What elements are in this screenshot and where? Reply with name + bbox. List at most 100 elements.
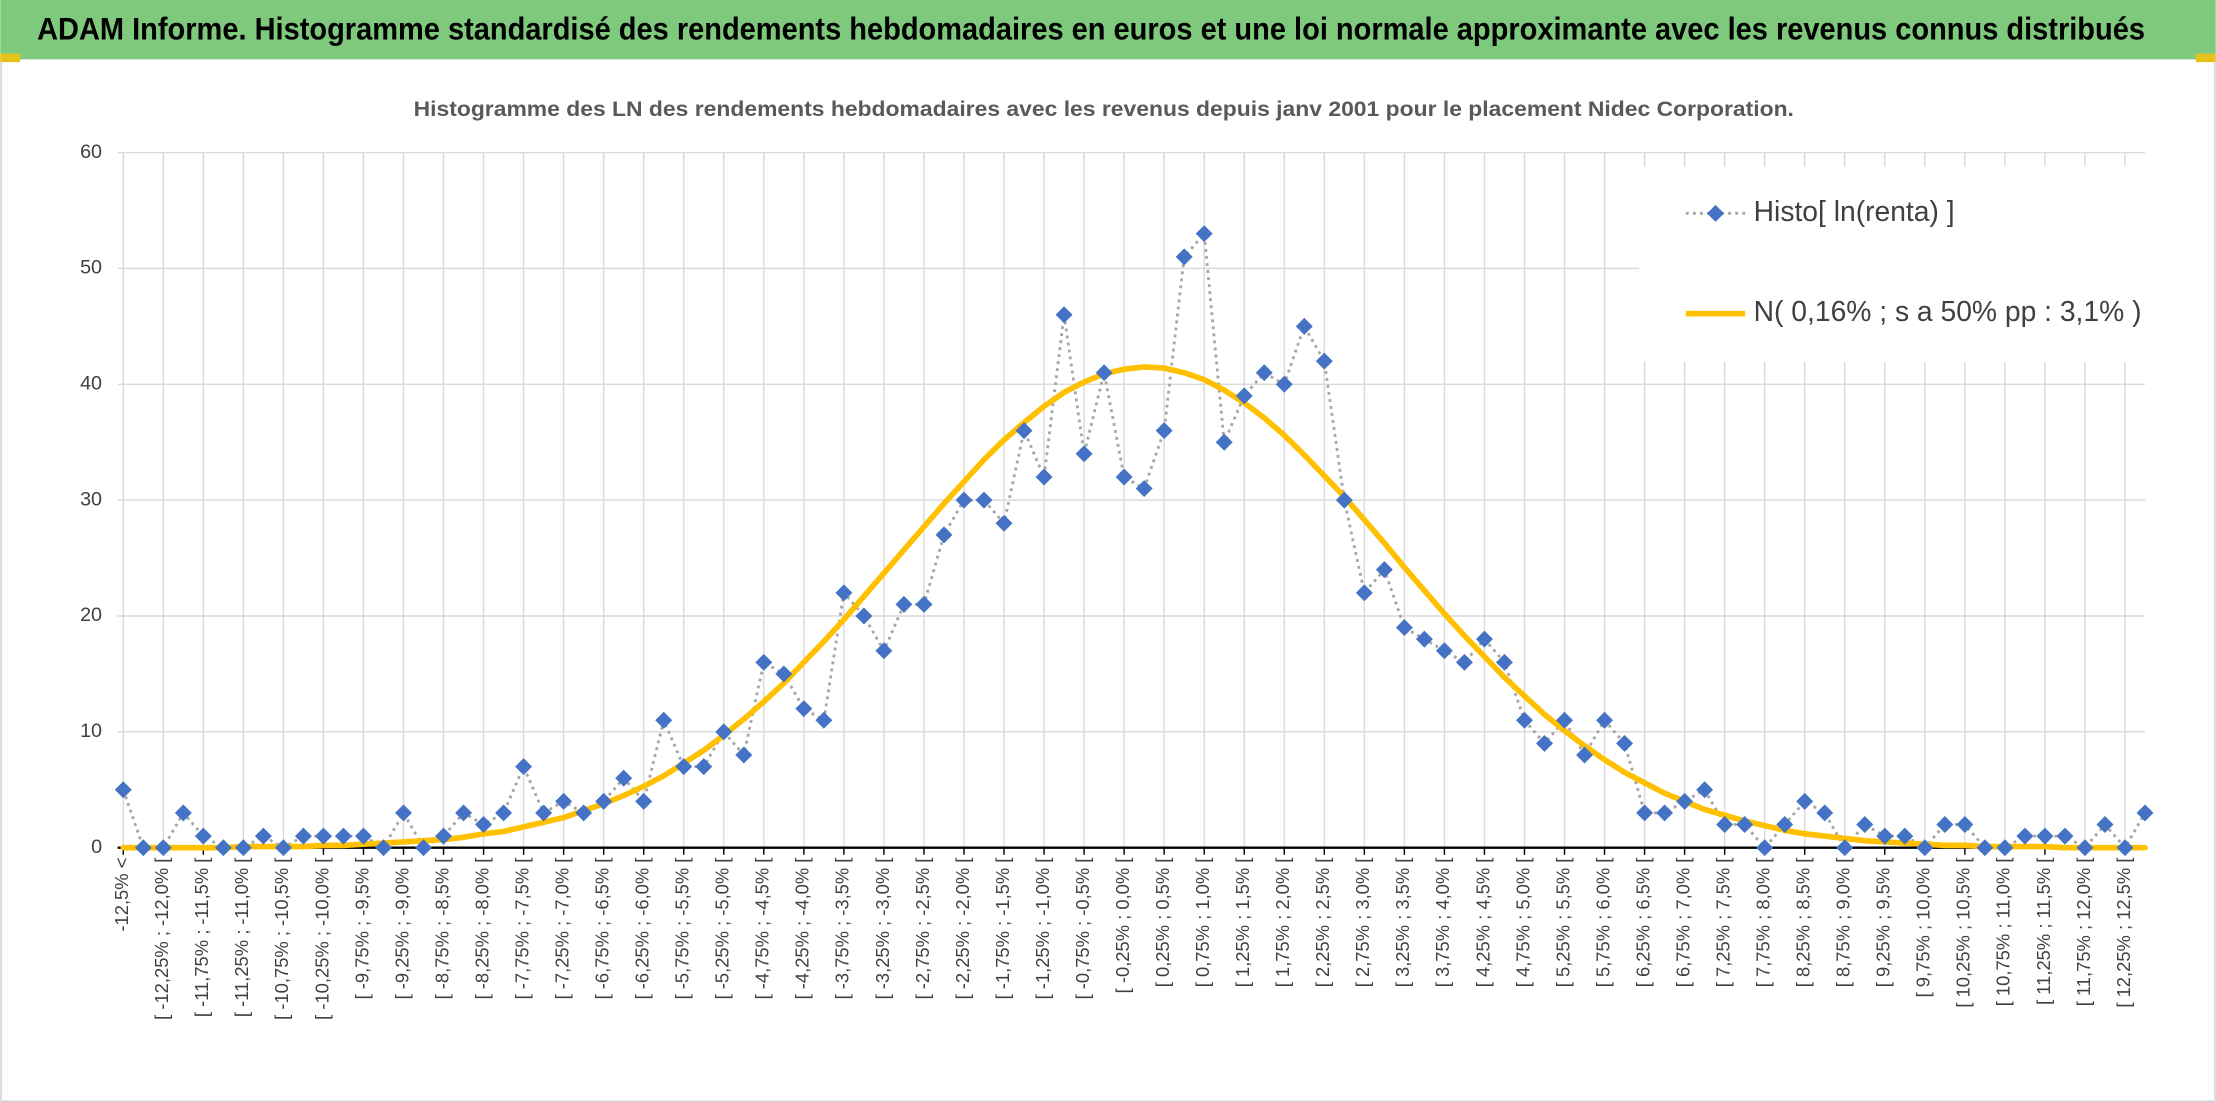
marker <box>1956 816 1974 833</box>
legend-box <box>1639 166 2162 362</box>
marker <box>755 653 773 671</box>
marker <box>234 839 252 857</box>
x-tick-label: [ -10,75% ; -10,5% [ <box>271 858 292 1020</box>
marker <box>975 491 993 509</box>
x-tick-label: [ 10,25% ; 10,5% [ <box>1953 858 1974 1008</box>
marker <box>1295 317 1313 335</box>
marker <box>114 781 132 799</box>
x-tick-label: [ 2,75% ; 3,0% [ <box>1352 858 1373 988</box>
legend: Histo[ ln(renta) ] N( 0,16% ; s a 50% pp … <box>1639 166 2162 362</box>
marker <box>535 804 553 822</box>
marker <box>375 839 392 857</box>
marker <box>2136 804 2154 822</box>
x-tick-label: [ -0,75% ; -0,5% [ <box>1072 858 1093 1000</box>
marker <box>1435 642 1453 660</box>
marker <box>995 514 1013 532</box>
y-tick-label: 60 <box>80 141 102 163</box>
marker <box>735 746 753 764</box>
marker <box>555 792 573 810</box>
marker <box>2056 827 2074 845</box>
marker <box>1095 364 1113 382</box>
marker <box>1515 711 1533 729</box>
x-tick-label: [ -3,75% ; -3,5% [ <box>832 858 853 1000</box>
marker <box>815 711 833 729</box>
y-tick-label: 50 <box>80 257 102 279</box>
marker <box>1335 491 1353 509</box>
marker <box>2076 839 2094 857</box>
corner-right <box>2195 53 2216 63</box>
x-tick-label: [ 5,25% ; 5,5% [ <box>1552 858 1573 988</box>
marker <box>835 584 853 602</box>
x-tick-label: [ -11,75% ; -11,5% [ <box>191 858 212 1018</box>
y-tick-label: 20 <box>80 604 102 626</box>
x-tick-label: [ -2,75% ; -2,5% [ <box>912 858 933 1000</box>
marker <box>1155 422 1173 440</box>
x-tick-label: [ -8,25% ; -8,0% [ <box>471 858 492 1000</box>
x-tick-label: [ 0,75% ; 1,0% [ <box>1192 858 1213 988</box>
marker <box>1996 839 2014 857</box>
marker <box>935 526 953 544</box>
x-tick-label: [ -6,75% ; -6,5% [ <box>592 858 613 1000</box>
marker <box>855 607 873 625</box>
marker <box>435 827 453 845</box>
x-tick-label: [ -8,75% ; -8,5% [ <box>431 858 452 1000</box>
x-tick-label: [ 11,75% ; 12,0% [ <box>2073 858 2094 1007</box>
marker <box>895 595 913 613</box>
marker <box>1135 480 1153 498</box>
x-tick-label: [ 12,25% ; 12,5% [ <box>2113 858 2134 1008</box>
marker <box>1195 225 1213 243</box>
x-tick-label: [ -9,25% ; -9,0% [ <box>391 858 412 1000</box>
marker <box>154 839 172 857</box>
marker <box>1856 816 1874 833</box>
x-tick-label: -12,5% < <box>111 858 132 932</box>
corner-left <box>0 53 21 63</box>
x-tick-label: [ 1,75% ; 2,0% [ <box>1272 858 1293 988</box>
x-tick-label: [ 0,25% ; 0,5% [ <box>1152 858 1173 988</box>
x-tick-label: [ 8,25% ; 8,5% [ <box>1793 858 1814 988</box>
legend-label: Histo[ ln(renta) ] <box>1754 195 1955 227</box>
marker <box>1115 468 1133 486</box>
marker <box>314 827 332 845</box>
marker <box>1836 839 1854 857</box>
x-tick-label: [ 3,75% ; 4,0% [ <box>1432 858 1453 988</box>
marker <box>675 758 693 776</box>
marker <box>455 804 473 822</box>
x-tick-label: [ 2,25% ; 2,5% [ <box>1312 858 1333 988</box>
marker <box>2096 816 2114 833</box>
marker <box>334 827 352 845</box>
marker <box>1536 734 1553 752</box>
x-tick-label: [ 7,75% ; 8,0% [ <box>1753 858 1774 988</box>
x-tick-label: [ -3,25% ; -3,0% [ <box>872 858 893 1000</box>
x-tick-label: [ -9,75% ; -9,5% [ <box>351 858 372 1000</box>
x-tick-label: [ -5,25% ; -5,0% [ <box>712 858 733 1000</box>
y-tick-label: 10 <box>80 720 102 742</box>
marker <box>575 804 593 822</box>
x-tick-label: [ 5,75% ; 6,0% [ <box>1592 858 1613 988</box>
marker <box>1796 792 1814 810</box>
marker <box>415 839 433 857</box>
marker <box>775 665 793 683</box>
x-tick-label: [ -2,25% ; -2,0% [ <box>952 858 973 1000</box>
x-tick-label: [ 1,25% ; 1,5% [ <box>1232 858 1253 988</box>
marker <box>1816 804 1834 822</box>
marker <box>1736 816 1754 833</box>
marker <box>274 839 292 857</box>
header-title: ADAM Informe. Histogramme standardisé de… <box>37 11 2145 46</box>
marker <box>1916 839 1934 857</box>
marker <box>715 723 733 741</box>
marker <box>395 804 412 822</box>
marker <box>294 827 312 845</box>
marker <box>595 792 613 810</box>
x-tick-label: [ -12,25% ; -12,0% [ <box>151 858 172 1020</box>
x-tick-label: [ -10,25% ; -10,0% [ <box>311 858 332 1020</box>
x-tick-label: [ 11,25% ; 11,5% [ <box>2033 858 2054 1005</box>
x-tick-label: [ 9,75% ; 10,0% [ <box>1913 858 1934 998</box>
marker <box>1415 630 1433 648</box>
y-tick-label: 40 <box>80 373 102 395</box>
marker <box>615 769 633 787</box>
marker <box>1776 816 1794 833</box>
marker <box>655 711 673 729</box>
legend-marker <box>1707 204 1724 222</box>
marker <box>194 827 212 845</box>
